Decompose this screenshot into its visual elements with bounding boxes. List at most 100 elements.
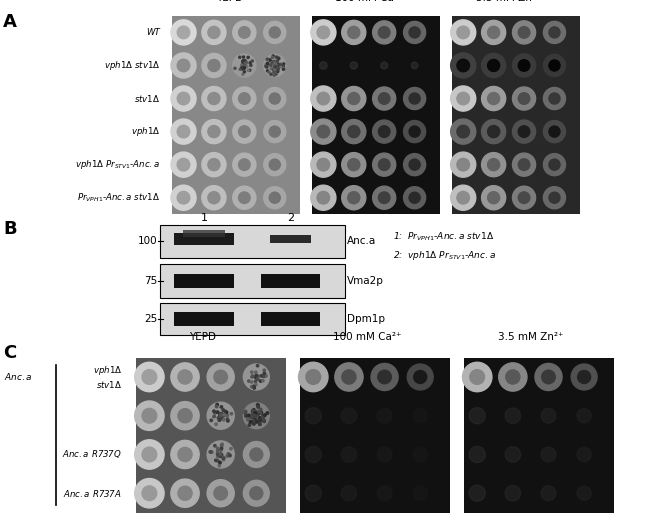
Circle shape (404, 21, 426, 43)
Circle shape (253, 408, 255, 411)
Circle shape (243, 403, 269, 428)
Circle shape (278, 63, 280, 66)
Circle shape (272, 64, 275, 66)
Circle shape (317, 191, 330, 204)
Circle shape (226, 414, 228, 416)
Circle shape (341, 408, 357, 424)
Circle shape (404, 87, 426, 110)
Circle shape (223, 414, 225, 417)
Circle shape (408, 364, 433, 390)
Circle shape (243, 59, 245, 61)
Circle shape (261, 375, 263, 377)
Circle shape (377, 447, 392, 462)
Circle shape (207, 441, 234, 468)
Circle shape (414, 370, 426, 384)
Circle shape (250, 416, 253, 419)
Circle shape (250, 64, 252, 66)
Circle shape (216, 411, 218, 413)
Circle shape (535, 363, 562, 390)
Bar (261, 274, 320, 288)
Circle shape (222, 409, 224, 411)
Circle shape (252, 420, 255, 423)
Circle shape (278, 57, 280, 59)
Circle shape (263, 414, 266, 416)
Circle shape (512, 54, 536, 77)
Circle shape (518, 60, 530, 71)
Circle shape (178, 370, 192, 384)
Bar (160, 224, 345, 258)
Circle shape (348, 93, 360, 105)
Circle shape (218, 449, 220, 451)
Circle shape (254, 415, 256, 417)
Text: $Anc.a$ R737A: $Anc.a$ R737A (64, 488, 122, 499)
Circle shape (230, 413, 233, 415)
Circle shape (276, 64, 278, 66)
Circle shape (457, 125, 469, 138)
Bar (174, 274, 234, 288)
Circle shape (243, 442, 269, 468)
Circle shape (272, 68, 274, 70)
Circle shape (282, 64, 284, 66)
Bar (160, 303, 345, 335)
Circle shape (249, 62, 251, 64)
Circle shape (549, 159, 560, 170)
Circle shape (413, 408, 427, 423)
Circle shape (254, 414, 256, 417)
Circle shape (177, 158, 190, 171)
Circle shape (409, 192, 420, 203)
Circle shape (255, 414, 258, 417)
Circle shape (543, 121, 566, 143)
Circle shape (246, 66, 248, 67)
Circle shape (450, 86, 476, 111)
Circle shape (220, 414, 222, 417)
Circle shape (269, 27, 280, 38)
Circle shape (255, 375, 257, 377)
Circle shape (256, 378, 259, 380)
Circle shape (378, 93, 390, 104)
Circle shape (221, 443, 224, 445)
Circle shape (243, 480, 269, 506)
Circle shape (243, 364, 269, 390)
Circle shape (202, 86, 226, 111)
Circle shape (252, 414, 254, 416)
Text: Vma2p: Vma2p (347, 276, 384, 286)
Circle shape (311, 185, 336, 211)
Circle shape (512, 87, 536, 110)
Circle shape (266, 62, 268, 65)
Circle shape (274, 65, 276, 67)
Circle shape (214, 370, 228, 384)
Circle shape (372, 120, 396, 143)
Circle shape (541, 486, 556, 500)
Circle shape (239, 159, 250, 170)
Circle shape (202, 186, 226, 210)
Circle shape (264, 121, 286, 143)
Circle shape (243, 61, 245, 63)
Circle shape (229, 454, 231, 457)
Circle shape (275, 69, 277, 71)
Circle shape (505, 446, 521, 462)
Circle shape (255, 414, 258, 416)
Text: YEPD: YEPD (216, 0, 242, 3)
Circle shape (245, 415, 248, 417)
Circle shape (208, 159, 220, 171)
Circle shape (499, 363, 527, 391)
Circle shape (262, 415, 265, 417)
Circle shape (317, 26, 330, 39)
Circle shape (320, 62, 327, 69)
Circle shape (342, 370, 356, 384)
Circle shape (272, 62, 274, 64)
Circle shape (298, 362, 328, 391)
Circle shape (251, 386, 253, 388)
Circle shape (342, 120, 366, 144)
Circle shape (549, 60, 560, 71)
Circle shape (457, 26, 469, 39)
Text: 100 mM Ca²⁺: 100 mM Ca²⁺ (335, 0, 403, 3)
Circle shape (274, 64, 276, 66)
Circle shape (450, 152, 476, 177)
Bar (300, 358, 450, 513)
Circle shape (272, 63, 274, 66)
Circle shape (264, 21, 286, 43)
Circle shape (377, 486, 392, 500)
Bar (174, 233, 234, 245)
Circle shape (227, 453, 229, 455)
